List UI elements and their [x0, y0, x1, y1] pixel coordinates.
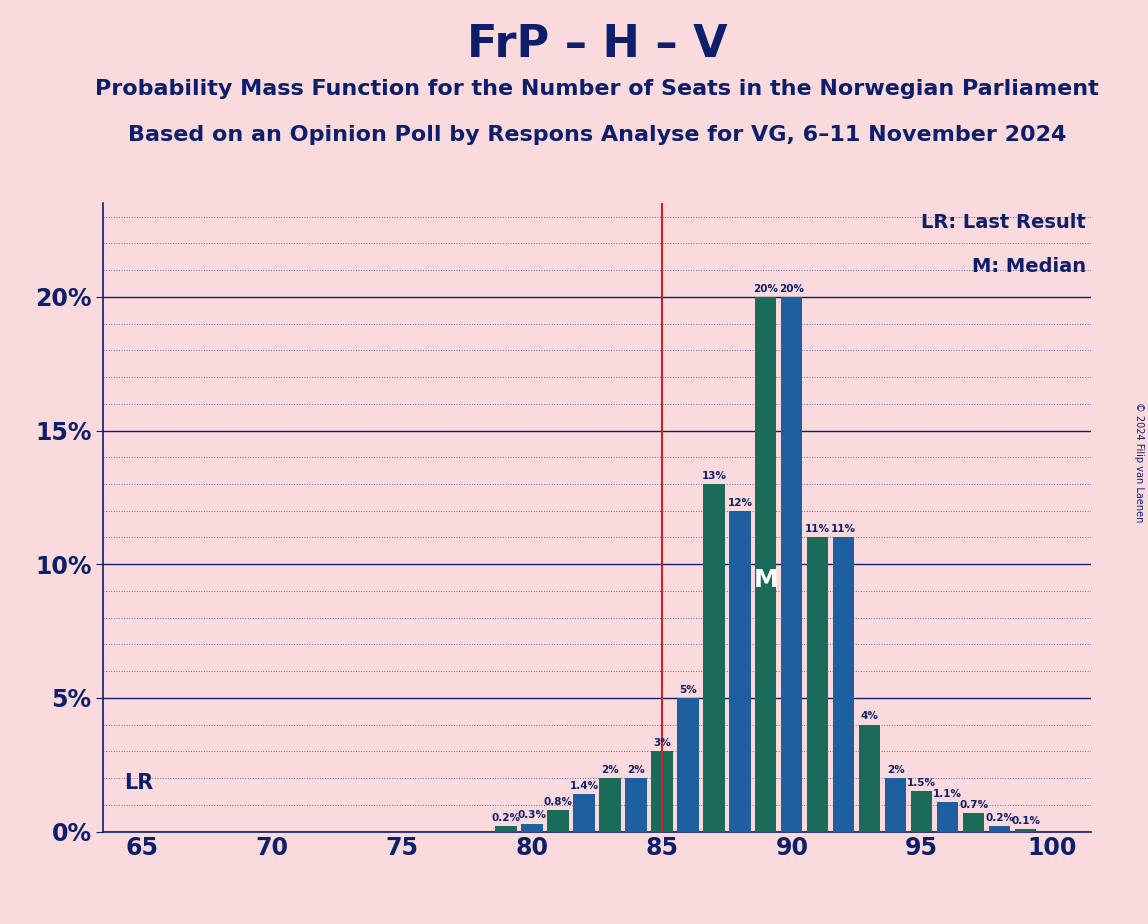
Text: 5%: 5%: [678, 685, 697, 695]
Text: M: M: [753, 568, 778, 592]
Bar: [626, 778, 646, 832]
Bar: [781, 297, 802, 832]
Bar: [521, 823, 543, 832]
Text: 20%: 20%: [779, 284, 805, 294]
Text: LR: LR: [124, 773, 154, 794]
Text: 11%: 11%: [805, 524, 830, 534]
Text: 0.3%: 0.3%: [518, 810, 546, 821]
Bar: [1015, 829, 1037, 832]
Bar: [704, 484, 724, 832]
Bar: [937, 802, 959, 832]
Text: 1.1%: 1.1%: [933, 789, 962, 799]
Text: LR: Last Result: LR: Last Result: [921, 213, 1086, 232]
Text: 0.7%: 0.7%: [959, 799, 988, 809]
Bar: [859, 724, 881, 832]
Bar: [912, 792, 932, 832]
Text: 1.4%: 1.4%: [569, 781, 598, 791]
Text: 0.1%: 0.1%: [1011, 816, 1040, 826]
Text: 2%: 2%: [627, 765, 645, 775]
Text: 13%: 13%: [701, 471, 727, 480]
Text: 12%: 12%: [728, 497, 752, 507]
Bar: [573, 794, 595, 832]
Bar: [807, 538, 829, 832]
Text: Probability Mass Function for the Number of Seats in the Norwegian Parliament: Probability Mass Function for the Number…: [95, 79, 1099, 99]
Bar: [651, 751, 673, 832]
Bar: [755, 297, 776, 832]
Text: 2%: 2%: [887, 765, 905, 775]
Bar: [599, 778, 621, 832]
Text: 2%: 2%: [602, 765, 619, 775]
Text: 4%: 4%: [861, 711, 878, 722]
Bar: [677, 698, 698, 832]
Text: 0.8%: 0.8%: [543, 797, 573, 807]
Text: 0.2%: 0.2%: [985, 813, 1014, 823]
Text: 1.5%: 1.5%: [907, 778, 937, 788]
Bar: [990, 826, 1010, 832]
Text: FrP – H – V: FrP – H – V: [466, 23, 728, 67]
Bar: [496, 826, 517, 832]
Text: 0.2%: 0.2%: [491, 813, 520, 823]
Text: 11%: 11%: [831, 524, 856, 534]
Text: © 2024 Filip van Laenen: © 2024 Filip van Laenen: [1134, 402, 1143, 522]
Bar: [548, 810, 568, 832]
Text: M: Median: M: Median: [971, 257, 1086, 275]
Bar: [963, 813, 984, 832]
Bar: [833, 538, 854, 832]
Bar: [885, 778, 907, 832]
Text: 20%: 20%: [753, 284, 778, 294]
Bar: [729, 511, 751, 832]
Text: 3%: 3%: [653, 738, 670, 748]
Text: Based on an Opinion Poll by Respons Analyse for VG, 6–11 November 2024: Based on an Opinion Poll by Respons Anal…: [127, 125, 1066, 145]
